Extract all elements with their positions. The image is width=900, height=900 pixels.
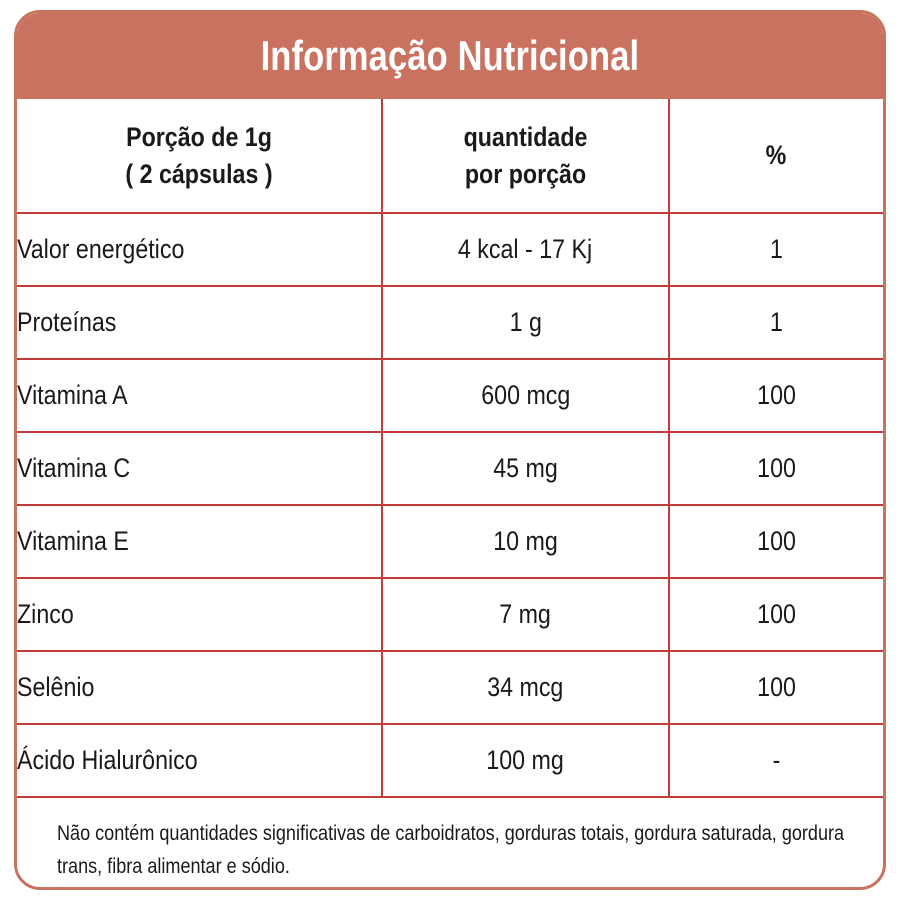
amount-cell: 100 mg [381, 724, 669, 798]
header-amount: quantidade por porção [381, 99, 669, 214]
nutrient-name: Valor energético [17, 234, 185, 264]
header-percent-label: % [766, 140, 787, 171]
table-header-row: Porção de 1g ( 2 cápsulas ) quantidade p… [17, 99, 883, 214]
nutrition-table: Porção de 1g ( 2 cápsulas ) quantidade p… [17, 99, 883, 798]
nutrient-amount: 600 mcg [480, 380, 571, 410]
table-row: Ácido Hialurônico 100 mg - [17, 724, 883, 798]
header-portion-line1: Porção de 1g [126, 122, 272, 153]
nutrient-amount: 10 mg [493, 526, 558, 556]
nutrient-amount: 45 mg [493, 453, 558, 483]
percent-cell: - [668, 724, 883, 798]
amount-cell: 7 mg [381, 578, 669, 652]
nutrient-percent: 100 [757, 526, 796, 556]
nutrition-facts-label: Informação Nutricional Porção de 1g ( 2 … [14, 10, 886, 890]
amount-cell: 34 mcg [381, 651, 669, 725]
nutrient-name: Proteínas [17, 307, 117, 337]
nutrient-cell: Vitamina C [17, 432, 382, 506]
table-row: Valor energético 4 kcal - 17 Kj 1 [17, 213, 883, 287]
nutrient-cell: Zinco [17, 578, 382, 652]
percent-cell: 100 [668, 578, 883, 652]
nutrient-name: Vitamina A [17, 380, 128, 410]
nutrient-percent: 100 [757, 672, 796, 702]
nutrient-percent: 1 [770, 234, 783, 264]
nutrient-cell: Ácido Hialurônico [17, 724, 382, 798]
footnote-text: Não contém quantidades significativas de… [57, 822, 845, 878]
nutrient-cell: Selênio [17, 651, 382, 725]
title-bar: Informação Nutricional [17, 13, 883, 99]
percent-cell: 1 [668, 286, 883, 360]
nutrient-cell: Vitamina A [17, 359, 382, 433]
nutrient-cell: Proteínas [17, 286, 382, 360]
table-row: Proteínas 1 g 1 [17, 286, 883, 360]
nutrient-percent: 100 [757, 599, 796, 629]
nutrient-name: Selênio [17, 672, 95, 702]
percent-cell: 100 [668, 505, 883, 579]
amount-cell: 600 mcg [381, 359, 669, 433]
nutrient-amount: 34 mcg [487, 672, 564, 702]
footnote: Não contém quantidades significativas de… [17, 798, 883, 883]
table-row: Vitamina C 45 mg 100 [17, 432, 883, 506]
header-percent: % [668, 99, 883, 214]
nutrient-percent: 100 [757, 380, 796, 410]
amount-cell: 10 mg [381, 505, 669, 579]
nutrient-amount: 100 mg [486, 745, 565, 775]
nutrient-name: Zinco [17, 599, 74, 629]
nutrient-cell: Vitamina E [17, 505, 382, 579]
amount-cell: 4 kcal - 17 Kj [381, 213, 669, 287]
nutrient-percent: - [772, 745, 781, 775]
nutrient-amount: 1 g [509, 307, 542, 337]
nutrient-name: Ácido Hialurônico [17, 745, 198, 775]
table-row: Vitamina E 10 mg 100 [17, 505, 883, 579]
percent-cell: 100 [668, 359, 883, 433]
nutrient-name: Vitamina C [17, 453, 131, 483]
table-row: Selênio 34 mcg 100 [17, 651, 883, 725]
nutrient-amount: 4 kcal - 17 Kj [458, 234, 593, 264]
table-row: Zinco 7 mg 100 [17, 578, 883, 652]
header-amount-line1: quantidade [463, 122, 588, 153]
header-portion-line2: ( 2 cápsulas ) [125, 158, 273, 189]
header-portion: Porção de 1g ( 2 cápsulas ) [17, 99, 382, 214]
table-row: Vitamina A 600 mcg 100 [17, 359, 883, 433]
percent-cell: 1 [668, 213, 883, 287]
nutrient-percent: 1 [770, 307, 783, 337]
nutrient-name: Vitamina E [17, 526, 129, 556]
amount-cell: 45 mg [381, 432, 669, 506]
nutrient-amount: 7 mg [499, 599, 552, 629]
header-amount-line2: por porção [464, 158, 587, 189]
nutrient-cell: Valor energético [17, 213, 382, 287]
nutrient-percent: 100 [757, 453, 796, 483]
label-title: Informação Nutricional [260, 32, 640, 79]
amount-cell: 1 g [381, 286, 669, 360]
percent-cell: 100 [668, 432, 883, 506]
percent-cell: 100 [668, 651, 883, 725]
